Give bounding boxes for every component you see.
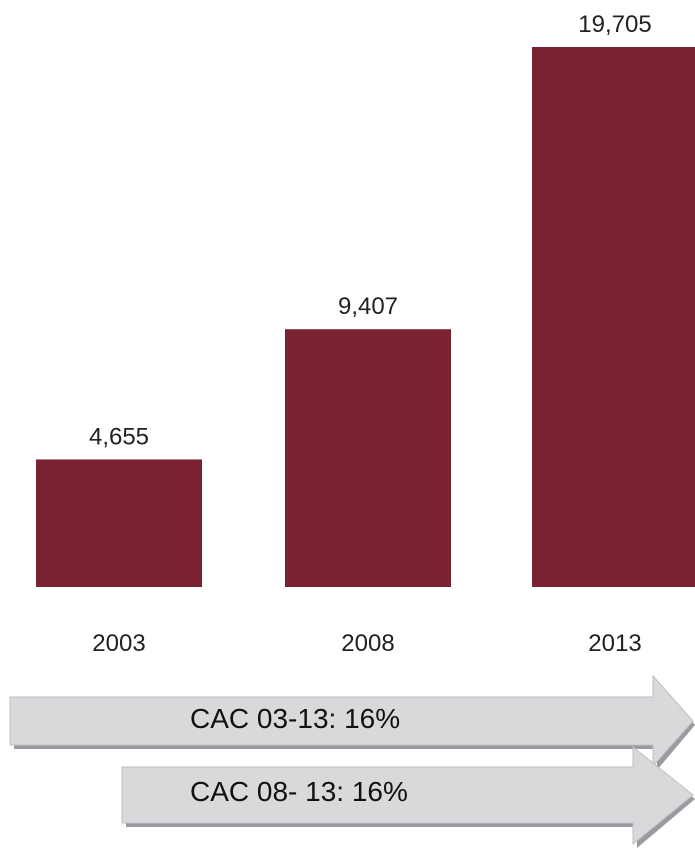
category-label-2003: 2003 <box>92 630 145 657</box>
cac-08-13-label: CAC 08- 13: 16% <box>190 776 408 807</box>
category-labels-group: 2003 2008 2013 <box>92 630 641 657</box>
bar-chart: 4,655 9,407 19,705 2003 2008 2013 <box>36 11 695 657</box>
category-label-2013: 2013 <box>588 630 641 657</box>
bar-2003 <box>36 459 202 587</box>
cac-03-13-label: CAC 03-13: 16% <box>190 703 401 734</box>
value-labels-group: 4,655 9,407 19,705 <box>89 11 652 450</box>
value-label-2008: 9,407 <box>338 293 398 320</box>
value-label-2003: 4,655 <box>89 423 149 450</box>
bar-2013 <box>532 47 695 587</box>
value-label-2013: 19,705 <box>578 11 651 38</box>
bars-group <box>36 47 695 587</box>
category-label-2008: 2008 <box>341 630 394 657</box>
bar-2008 <box>285 329 451 587</box>
